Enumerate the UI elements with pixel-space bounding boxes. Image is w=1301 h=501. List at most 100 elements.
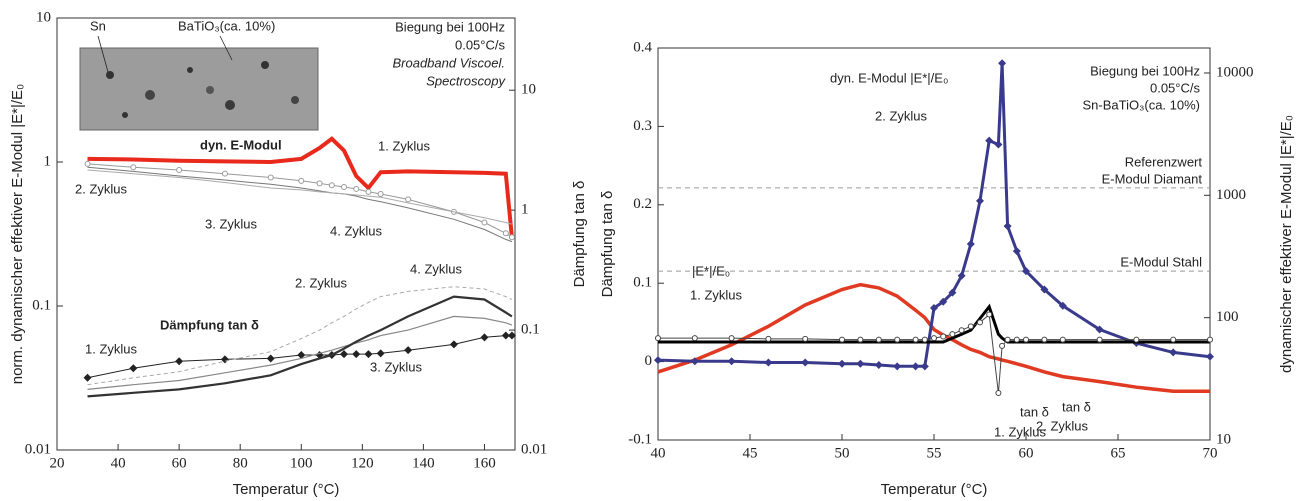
annotation: 1. Zyklus <box>994 424 1047 439</box>
annotation: dyn. E-Modul <box>200 137 282 152</box>
data-point <box>874 361 883 370</box>
x-tick-label: 100 <box>290 455 313 471</box>
data-point <box>654 356 662 365</box>
series-line <box>658 313 1210 394</box>
data-point <box>912 336 919 343</box>
data-point <box>316 180 323 187</box>
y-tick-label: 1 <box>44 153 52 169</box>
x-axis-label: Temperatur (°C) <box>233 481 340 498</box>
data-point <box>691 335 698 342</box>
annotation: Spectroscopy <box>426 73 506 88</box>
data-point <box>920 362 929 371</box>
y2-tick-label: 10 <box>521 82 536 98</box>
data-point <box>1041 336 1048 343</box>
data-point <box>1207 336 1213 343</box>
annotation: Sn <box>90 18 106 33</box>
data-point <box>266 354 275 363</box>
y-tick-label: 10 <box>36 9 51 25</box>
data-point <box>221 170 228 177</box>
data-point <box>1012 247 1021 256</box>
data-point <box>501 331 510 340</box>
series-label: tan δ <box>1062 399 1091 414</box>
data-point <box>1013 336 1020 343</box>
x-tick-label: 80 <box>233 455 248 471</box>
series-line <box>87 315 513 390</box>
data-point <box>839 336 845 343</box>
data-point <box>341 184 348 191</box>
data-point <box>1040 285 1049 294</box>
data-point <box>297 350 306 359</box>
x-tick-label: 45 <box>743 445 758 461</box>
data-point <box>353 185 360 192</box>
series-label: 1. Zyklus <box>85 341 138 356</box>
annotation: 2. Zyklus <box>875 108 928 123</box>
data-point <box>856 359 865 368</box>
data-point <box>84 160 91 167</box>
data-point <box>921 336 928 343</box>
data-point <box>1023 336 1029 343</box>
y-axis-label: norm. dynamischer effektiver E-Modul |E*… <box>9 84 26 385</box>
data-point <box>1206 352 1214 361</box>
data-point <box>949 331 956 338</box>
annotation: 0.05°C/s <box>455 37 506 52</box>
data-point <box>502 230 509 237</box>
series-line <box>657 282 1210 394</box>
data-point <box>1096 336 1103 343</box>
x-tick-label: 50 <box>835 445 850 461</box>
data-point <box>404 346 413 355</box>
annotation: 0.05°C/s <box>1150 80 1201 95</box>
data-point <box>765 335 772 342</box>
data-point <box>1095 325 1104 334</box>
data-point <box>727 357 736 366</box>
data-point <box>1170 336 1177 343</box>
annotation: 1. Zyklus <box>690 287 743 302</box>
data-point <box>175 357 184 366</box>
data-point <box>957 271 966 280</box>
data-point <box>364 350 373 359</box>
data-point <box>507 331 516 340</box>
data-point <box>802 335 809 342</box>
data-point <box>728 335 735 342</box>
data-point <box>939 297 948 306</box>
data-point <box>801 358 810 367</box>
data-point <box>976 196 984 205</box>
data-point <box>365 188 372 195</box>
data-point <box>220 355 229 364</box>
data-point <box>958 327 965 334</box>
data-point <box>377 190 384 197</box>
y2-tick-label: 10 <box>1216 431 1231 447</box>
data-point <box>1133 336 1140 343</box>
annotation: Broadband Viscoel. <box>392 55 505 70</box>
data-point <box>449 340 458 349</box>
data-point <box>857 336 864 343</box>
data-point <box>999 342 1006 349</box>
annotation: BaTiO₃(ca. 10%) <box>178 18 275 33</box>
y2-axis-label: dynamischer effektiver E-Modul |E*|/E₀ <box>1278 115 1295 373</box>
data-point <box>838 359 846 368</box>
data-point <box>930 303 938 312</box>
x-tick-label: 55 <box>927 445 942 461</box>
x-tick-label: 40 <box>111 455 126 471</box>
data-point <box>352 350 361 359</box>
series-label: 2. Zyklus <box>295 275 348 290</box>
y2-tick-label: 10000 <box>1216 64 1254 80</box>
inset-image <box>79 47 319 131</box>
data-point <box>985 136 994 145</box>
x-tick-label: 120 <box>351 455 374 471</box>
y-tick-label: 0.3 <box>633 118 652 134</box>
y2-tick-label: 0.01 <box>521 441 547 457</box>
reference-label: E-Modul Diamant <box>1102 171 1203 186</box>
y-tick-label: 0.2 <box>633 196 652 212</box>
series-line <box>87 136 514 238</box>
y-tick-label: 0.01 <box>25 441 51 457</box>
data-point <box>655 335 661 342</box>
data-point <box>1003 222 1012 231</box>
series-line <box>658 303 1210 344</box>
y2-axis-label: Dämpfung tan δ <box>571 181 588 288</box>
y-tick-label: 0.4 <box>633 39 652 55</box>
data-point <box>764 358 773 367</box>
y-tick-label: 0.1 <box>633 275 652 291</box>
data-point <box>977 319 983 326</box>
series-label: |E*|/E₀ <box>692 263 730 278</box>
